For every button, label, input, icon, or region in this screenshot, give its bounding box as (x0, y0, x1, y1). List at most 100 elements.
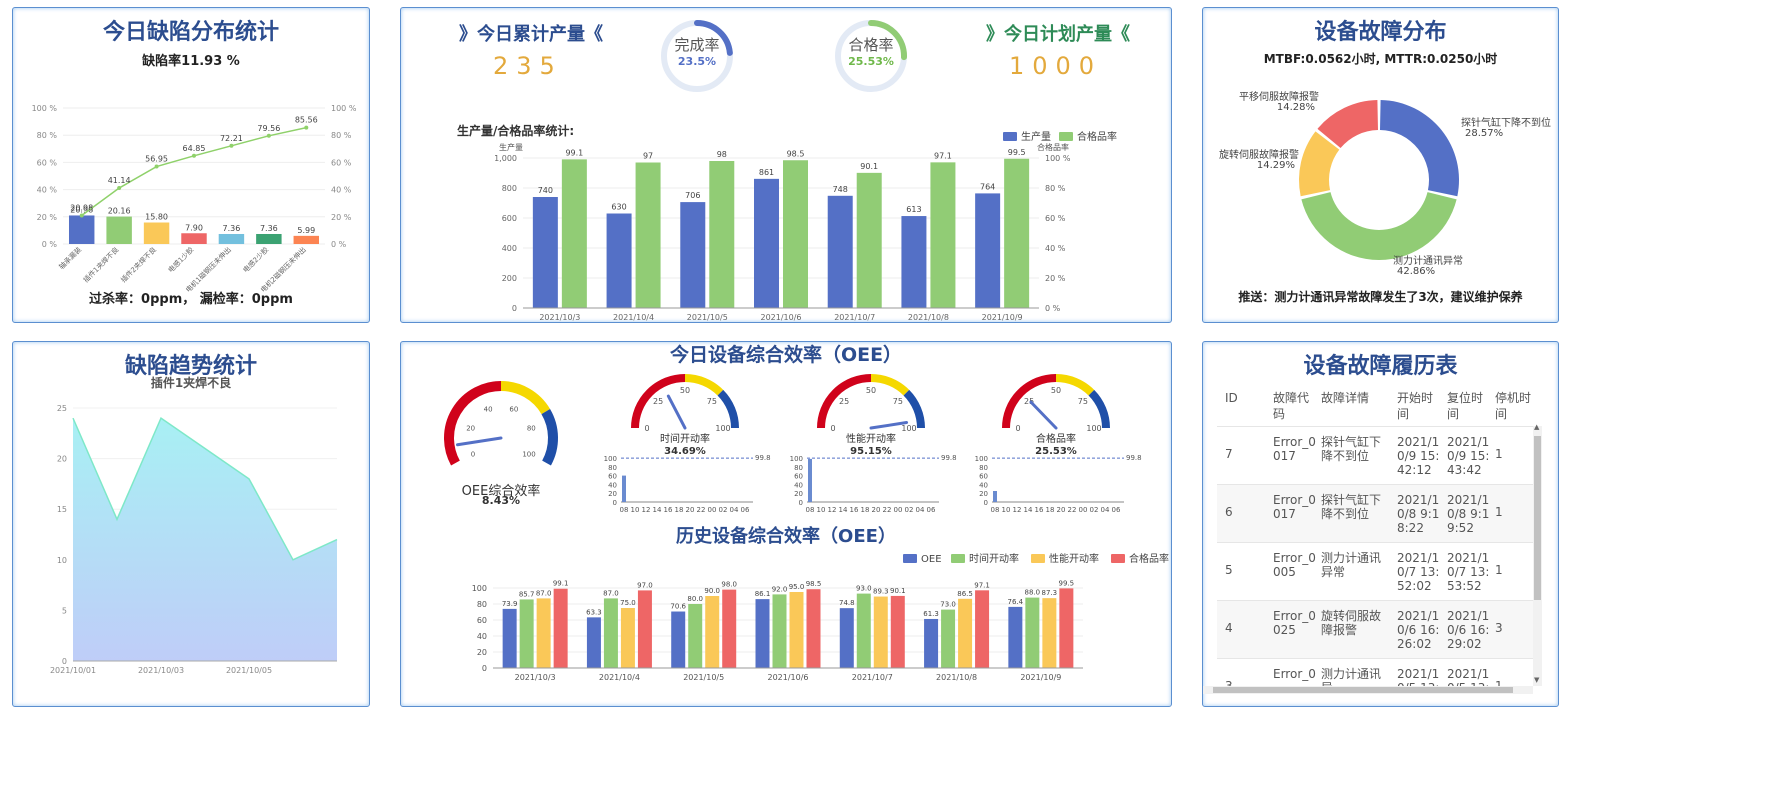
mini-x-tick-label: 00 (894, 506, 903, 514)
table-row[interactable]: 5 Error_0005 测力计通讯异常 2021/10/7 13:52:02 2021… (1217, 542, 1533, 601)
mini-y-tick-label: 100 (604, 455, 617, 463)
y-tick-label: 100 % (32, 104, 58, 113)
cumulative-output-title: 》今日累计产量《 (459, 24, 603, 45)
bar (106, 216, 132, 244)
history-bar (755, 599, 770, 668)
bar-value-label: 7.36 (260, 224, 278, 233)
bar-value-label: 5.99 (297, 226, 315, 235)
bar (68, 215, 95, 244)
panel-title: 缺陷趋势统计 (124, 354, 257, 379)
gauge-band (717, 389, 739, 429)
history-bar (519, 599, 534, 668)
fault-distribution-panel: 设备故障分布 MTBF:0.0562小时, MTTR:0.0250小时 探针气缸… (1202, 7, 1559, 323)
column-header: 开始时间 (1397, 391, 1434, 421)
table-row[interactable]: 7 Error_0017 探针气缸下降不到位 2021/10/9 15:42:12 20… (1217, 426, 1533, 485)
fault-donut-chart: 探针气缸下降不到位28.57%测力计通讯异常42.86%旋转伺服故障报警14.2… (1219, 90, 1551, 277)
table-cell: 2021/10/5 13:5 (1397, 667, 1440, 690)
bar-value-label: 7.90 (185, 223, 203, 232)
mini-x-tick-label: 16 (1035, 506, 1044, 514)
bar-pass-rate-label: 99.5 (1008, 148, 1026, 157)
slice-pct-label: 42.86% (1397, 266, 1435, 277)
gauge-band (631, 374, 686, 429)
history-bar (502, 608, 517, 668)
gauge-tick-label: 80 (527, 425, 536, 433)
panel-title: 设备故障分布 (1314, 20, 1447, 45)
mini-y-tick-label: 80 (979, 464, 988, 472)
x-tick-label: 2021/10/05 (226, 666, 272, 675)
mini-x-tick-label: 10 (817, 506, 826, 514)
scrollbar-thumb[interactable] (1534, 436, 1541, 600)
gauge-value: 25.53% (1035, 446, 1077, 457)
legend-swatch (1059, 132, 1073, 141)
gauge-tick-label: 75 (707, 397, 717, 406)
bar (218, 233, 245, 244)
panel-corner (401, 698, 409, 706)
y2-tick-label: 0 % (331, 240, 347, 249)
mini-x-tick-label: 12 (1013, 506, 1022, 514)
mini-x-tick-label: 18 (861, 506, 870, 514)
mini-x-tick-label: 10 (1002, 506, 1011, 514)
gauge-needle (666, 394, 687, 430)
y-tick-label: 800 (502, 184, 517, 193)
panel-corner (361, 698, 369, 706)
scroll-down-arrow[interactable]: ▼ (1534, 676, 1540, 684)
bar (181, 233, 207, 244)
history-bar-label: 87.3 (1042, 589, 1058, 597)
panel-corner (13, 698, 21, 706)
defect-distribution-panel: 今日缺陷分布统计 缺陷率11.93 % 0 % 0 % 20 % 20 % 40 % 40… (12, 7, 370, 323)
gauge-tick-label: 25 (1024, 397, 1034, 406)
history-bar-label: 89.3 (873, 588, 889, 596)
history-bar-label: 88.0 (1025, 589, 1041, 597)
table-cell: 1 (1495, 563, 1503, 577)
history-bar (671, 611, 686, 668)
history-bar (772, 594, 787, 668)
history-bar-label: 98.5 (806, 580, 822, 588)
cumulative-point (304, 125, 309, 130)
table-header: ID 故障代码 故障详情 开始时间 复位时间 停机时间 (1217, 390, 1539, 426)
horizontal-scrollbar[interactable] (1203, 686, 1533, 694)
history-bar-label: 70.6 (670, 603, 686, 611)
bar-output-label: 748 (833, 185, 848, 194)
table-cell: 5 (1225, 563, 1233, 577)
mini-x-tick-label: 22 (883, 506, 892, 514)
table-row[interactable]: 3 Error_0 测力计通讯异 2021/10/5 13:5 2021/10/5 13… (1217, 658, 1533, 690)
bar-pass-rate (709, 161, 735, 308)
pass-rate-value: 25.53% (848, 55, 894, 68)
mini-x-tick-label: 20 (872, 506, 881, 514)
y-tick-label: 0 (62, 657, 67, 666)
scroll-up-arrow[interactable]: ▲ (1534, 423, 1540, 431)
mini-bar (993, 491, 997, 502)
y2-tick-label: 100 % (1045, 154, 1071, 163)
panel-corner (361, 314, 369, 322)
table-row[interactable]: 6 Error_0017 探针气缸下降不到位 2021/10/8 9:18:22 202… (1217, 484, 1533, 543)
x-tick-label: 2021/10/6 (760, 313, 801, 322)
vertical-scrollbar[interactable]: ▲ ▼ (1533, 423, 1542, 686)
table-row[interactable]: 4 Error_0025 旋转伺服故障报警 2021/10/6 16:26:02 202… (1217, 600, 1533, 659)
x-tick-label: 轴承漏装 (57, 245, 83, 271)
donut-slice (1317, 100, 1378, 149)
table-cell: 2021/10/5 13:5 (1447, 667, 1490, 690)
mini-y-tick-label: 0 (984, 499, 988, 507)
maintenance-push: 推送：测力计通讯异常故障发生了3次，建议维护保养 (1238, 290, 1523, 304)
pass-rate-ring (835, 20, 907, 92)
table-cell: 2021/10/6 16:29:02 (1447, 609, 1490, 651)
mini-x-tick-label: 00 (1079, 506, 1088, 514)
scrollbar-thumb[interactable] (1213, 687, 1513, 693)
gauge-tick-label: 25 (839, 397, 849, 406)
y-tick-label: 20 % (37, 213, 58, 222)
table-cell: 测力计通讯异常 (1321, 551, 1382, 579)
table-cell: Error_0005 (1273, 551, 1316, 579)
legend-label: 合格品率 (1129, 552, 1169, 565)
completion-rate-ring (661, 20, 733, 92)
gauge-tick-label: 0 (644, 424, 649, 433)
bar-output (901, 216, 927, 308)
gauge-band (500, 381, 551, 415)
gauge-needle (1029, 400, 1058, 430)
bar (256, 233, 282, 244)
history-bar (1025, 597, 1040, 668)
x-tick-label: 电感1少胶 (166, 245, 195, 274)
bar-pass-rate-label: 97.1 (934, 151, 952, 160)
mini-reference-label: 99.8 (755, 454, 771, 462)
y-tick-label: 60 (477, 616, 487, 625)
donut-slice (1301, 192, 1457, 260)
